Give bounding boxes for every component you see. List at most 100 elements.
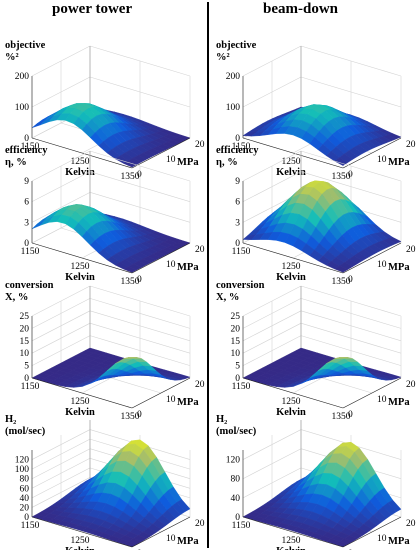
x-tick-label: 1250 xyxy=(282,262,301,272)
z-tick-label: 120 xyxy=(226,456,241,466)
x-axis-label: Kelvin xyxy=(276,407,306,418)
z-axis-label: conversion xyxy=(216,280,265,291)
y-axis-line xyxy=(342,137,402,169)
y-axis-line xyxy=(342,377,402,409)
y-tick-label: 0 xyxy=(348,410,353,420)
z-axis-label: efficiency xyxy=(216,145,259,156)
surface-patch xyxy=(123,357,137,359)
y-tick-label: 10 xyxy=(377,534,387,544)
x-tick-label: 1350 xyxy=(121,172,140,182)
y-tick-label: 0 xyxy=(137,410,142,420)
y-tick-label: 20 xyxy=(406,519,416,529)
x-axis-line xyxy=(31,516,133,548)
surface-patch xyxy=(334,157,349,166)
z-axis-label: η, % xyxy=(216,157,238,168)
y-axis-label: MPa xyxy=(177,397,199,408)
z-tick-label: 25 xyxy=(231,312,241,322)
z-axis-label: efficiency xyxy=(5,145,48,156)
y-tick-label: 10 xyxy=(166,155,176,165)
z-tick-label: 0 xyxy=(24,374,29,384)
x-tick-label: 1250 xyxy=(282,157,301,167)
column-title-power-tower: power tower xyxy=(52,1,133,17)
z-axis-label: objective xyxy=(5,40,46,51)
y-axis-label: MPa xyxy=(388,397,410,408)
z-tick-label: 0 xyxy=(24,134,29,144)
x-axis-line xyxy=(31,377,133,409)
z-tick-label: 100 xyxy=(15,465,30,475)
x-tick-label: 1350 xyxy=(332,277,351,287)
x-axis-label: Kelvin xyxy=(65,546,95,550)
y-axis-line xyxy=(131,242,191,274)
surface-panel: 051015202511501250135001020KelvinMPaconv… xyxy=(216,280,416,422)
z-tick-label: 10 xyxy=(20,349,30,359)
z-tick-label: 3 xyxy=(235,218,240,228)
z-tick-label: 60 xyxy=(20,484,30,494)
surface-panel: 036911501250135001020KelvinMPaefficiency… xyxy=(216,145,416,287)
z-tick-label: 0 xyxy=(235,134,240,144)
y-tick-label: 10 xyxy=(166,395,176,405)
z-tick-label: 0 xyxy=(24,513,29,523)
z-tick-label: 0 xyxy=(235,239,240,249)
y-tick-label: 20 xyxy=(406,245,416,255)
z-tick-label: 0 xyxy=(235,513,240,523)
y-axis-label: MPa xyxy=(177,157,199,168)
y-axis-line xyxy=(131,516,191,548)
y-tick-label: 20 xyxy=(406,140,416,150)
x-tick-label: 1150 xyxy=(21,382,40,392)
z-tick-label: 20 xyxy=(20,503,30,513)
surface-panel: 02040608010012011501250135001020KelvinMP… xyxy=(5,414,205,550)
x-tick-label: 1150 xyxy=(21,247,40,257)
z-tick-label: 80 xyxy=(20,475,30,485)
x-axis-label: Kelvin xyxy=(65,272,95,283)
y-tick-label: 10 xyxy=(166,534,176,544)
surface-panel: 010020011501250135001020KelvinMPaobjecti… xyxy=(216,40,416,182)
z-axis-label: X, % xyxy=(216,292,239,303)
z-axis-label: objective xyxy=(216,40,257,51)
x-axis-line xyxy=(242,242,344,274)
x-axis-line xyxy=(242,137,344,169)
z-tick-label: 9 xyxy=(24,177,29,187)
x-tick-label: 1350 xyxy=(332,172,351,182)
x-tick-label: 1150 xyxy=(232,247,251,257)
x-axis-label: Kelvin xyxy=(65,407,95,418)
z-tick-label: 200 xyxy=(15,72,30,82)
y-axis-label: MPa xyxy=(388,157,410,168)
x-axis-line xyxy=(242,377,344,409)
column-title-beam-down: beam-down xyxy=(263,1,339,17)
z-tick-label: 20 xyxy=(20,324,30,334)
y-axis-label: MPa xyxy=(177,262,199,273)
z-tick-label: 40 xyxy=(231,494,241,504)
z-tick-label: 15 xyxy=(20,337,30,347)
y-tick-label: 20 xyxy=(195,245,205,255)
y-tick-label: 10 xyxy=(166,260,176,270)
z-axis-label: H₂ xyxy=(216,414,227,425)
z-tick-label: 120 xyxy=(15,456,30,466)
x-tick-label: 1250 xyxy=(282,397,301,407)
x-tick-label: 1350 xyxy=(121,277,140,287)
z-tick-label: 200 xyxy=(226,72,241,82)
x-axis-line xyxy=(31,242,133,274)
surface-patch xyxy=(334,357,348,359)
y-tick-label: 20 xyxy=(195,380,205,390)
y-tick-label: 10 xyxy=(377,395,387,405)
x-axis-line xyxy=(242,516,344,548)
y-axis-line xyxy=(342,516,402,548)
y-tick-label: 0 xyxy=(348,170,353,180)
z-tick-label: 5 xyxy=(24,362,29,372)
z-tick-label: 6 xyxy=(235,198,240,208)
z-axis-label: conversion xyxy=(5,280,54,291)
surface-panel: 051015202511501250135001020KelvinMPaconv… xyxy=(5,280,205,422)
z-tick-label: 15 xyxy=(231,337,241,347)
z-axis-label: X, % xyxy=(5,292,28,303)
y-tick-label: 0 xyxy=(137,275,142,285)
x-tick-label: 1350 xyxy=(121,412,140,422)
y-tick-label: 20 xyxy=(195,519,205,529)
column-divider xyxy=(207,2,209,548)
surface-panel: 0408012011501250135001020KelvinMPaH₂(mol… xyxy=(216,414,416,550)
z-tick-label: 10 xyxy=(231,349,241,359)
z-tick-label: 100 xyxy=(15,103,30,113)
z-axis-label: (mol/sec) xyxy=(5,426,46,437)
y-tick-label: 0 xyxy=(137,170,142,180)
z-tick-label: 6 xyxy=(24,198,29,208)
z-axis-label: %² xyxy=(216,52,230,63)
